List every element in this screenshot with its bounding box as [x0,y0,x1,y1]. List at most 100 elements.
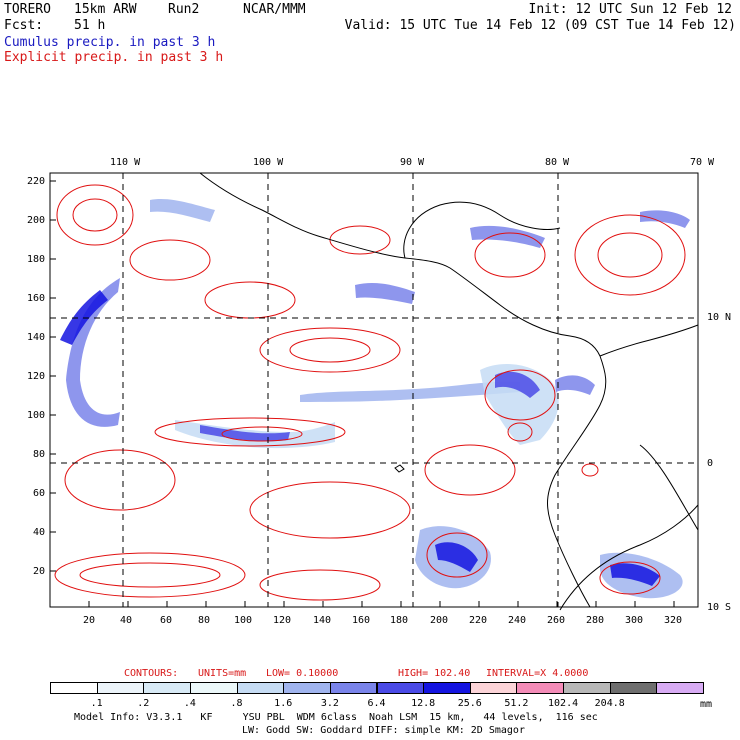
colorbar-label: 102.4 [548,698,579,709]
y-index-100: 100 [27,410,46,421]
contours-high: HIGH= 102.40 [398,668,471,679]
contour-central [259,327,401,373]
colorbar-label: 25.6 [457,698,482,709]
colorbar-label: 6.4 [367,698,386,709]
contour-s [249,481,411,539]
contours-label: CONTOURS: [124,668,179,679]
contours-interval: INTERVAL=X 4.0000 [486,668,589,679]
x-index-80: 80 [198,615,211,626]
colorbar-cell [609,682,658,694]
contour-south-band-inner [79,562,221,588]
colorbar-cell [423,682,471,694]
colorbar-cell [283,682,331,694]
coastlines [199,172,699,611]
contour-equator [424,444,516,496]
colorbar-label: 12.8 [411,698,436,709]
axis-ticks [50,180,675,607]
org-label: NCAR/MMM [243,2,306,17]
y-index-140: 140 [27,332,46,343]
y-index-160: 160 [27,293,46,304]
x-index-320: 320 [664,615,683,626]
y-index-40: 40 [33,527,46,538]
colorbar-label: .2 [137,698,150,709]
x-index-300: 300 [625,615,644,626]
contours-low: LOW= 0.10000 [266,668,339,679]
colorbar-cell [50,682,98,694]
contour-south-band [54,552,246,598]
y-index-80: 80 [33,449,46,460]
contour-panama-cell [507,422,533,442]
lon-label-90w: 90 W [400,157,425,168]
border-south-america [639,444,699,531]
lon-label-100w: 100 W [253,157,284,168]
contour-caribbean [574,214,686,296]
colorbar-cell [143,682,191,694]
lat-lon-grid [50,173,698,607]
colorbar-label: 1.6 [274,698,293,709]
contour-itcz [154,417,346,447]
cumulus-band-central [300,381,520,402]
x-index-200: 200 [430,615,449,626]
fcst-label: Fcst: [4,18,44,33]
model-name: TORERO [4,2,51,17]
coast-south-america-north [599,324,699,357]
lon-label-70w: 70 W [690,157,715,168]
cumulus-field-label: Cumulus precip. in past 3 h [4,35,216,50]
colorbar-cell [189,682,238,694]
x-index-120: 120 [273,615,292,626]
cumulus-band-west [66,278,120,427]
model-info: Model Info: V3.3.1 KF YSU PBL WDM 6class… [74,712,598,723]
colorbar-cell [329,682,378,694]
colorbar-cell [656,682,704,694]
contour-nw-inner [72,198,118,232]
colorbar-label: .8 [230,698,243,709]
lat-label-10s: 10 S [707,602,732,613]
x-index-240: 240 [508,615,527,626]
contour-n [129,239,211,281]
contour-panama [484,369,556,421]
x-index-100: 100 [234,615,253,626]
contour-nw [56,184,134,246]
run-label: Run2 [168,2,200,17]
contour-south-band-east [259,569,381,601]
coast-americas-pacific [199,172,607,608]
colorbar-label: 51.2 [504,698,529,709]
fcst-value: 51 h [74,18,106,33]
colorbar-label: .4 [183,698,196,709]
lon-label-110w: 110 W [110,157,141,168]
cumulus-band-north [150,199,215,222]
x-index-180: 180 [390,615,409,626]
x-index-280: 280 [586,615,605,626]
y-index-200: 200 [27,215,46,226]
valid-time: Valid: 15 UTC Tue 14 Feb 12 (09 CST Tue … [344,18,736,33]
colorbar-cell [376,682,425,694]
x-index-20: 20 [83,615,96,626]
cumulus-core-east [495,371,540,398]
colorbar-cell [469,682,518,694]
x-index-260: 260 [547,615,566,626]
explicit-precip-contours [54,184,686,601]
coast-gulf [403,201,561,259]
colorbar-cell [96,682,145,694]
x-index-40: 40 [120,615,133,626]
colorbar-unit: mm [700,699,713,710]
colorbar-label: 3.2 [320,698,339,709]
y-index-20: 20 [33,566,46,577]
contour-se-cell [599,561,661,595]
y-index-60: 60 [33,488,46,499]
explicit-field-label: Explicit precip. in past 3 h [4,50,224,65]
lat-label-10n: 10 N [707,312,732,323]
contour-south-cell [426,532,488,578]
contour-sw [64,449,176,511]
x-index-140: 140 [313,615,332,626]
colorbar-cell [563,682,611,694]
x-index-60: 60 [160,615,173,626]
contours-units: UNITS=mm [198,668,247,679]
contour-mid-west [204,281,296,319]
colorbar-label: 204.8 [594,698,625,709]
lon-label-80w: 80 W [545,157,570,168]
map-frame [49,172,699,608]
cumulus-core-southwest [435,542,478,572]
cumulus-band-northeast [470,225,545,248]
